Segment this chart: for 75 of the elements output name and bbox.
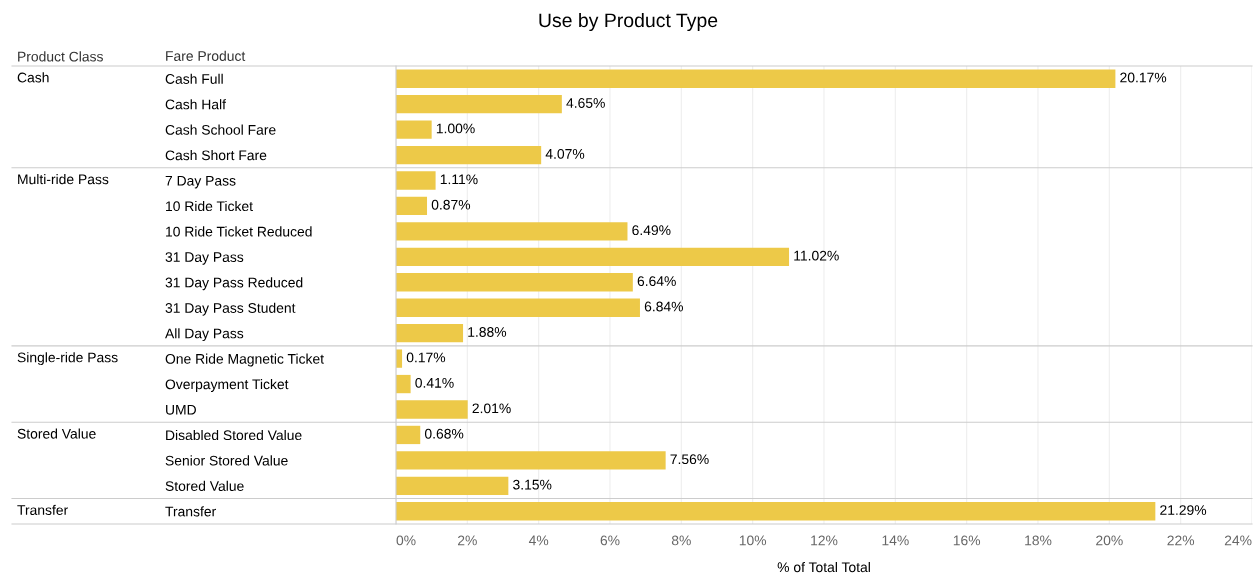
- x-tick-label: 22%: [1167, 535, 1195, 546]
- x-tick-label: 14%: [882, 535, 909, 546]
- data-label: 2.01%: [472, 403, 511, 414]
- data-label: 0.68%: [424, 428, 464, 439]
- y2-tick-label: Stored Value: [17, 428, 96, 439]
- y-tick-label: 31 Day Pass: [165, 252, 244, 265]
- bar: [396, 222, 628, 241]
- data-label: 20.17%: [1120, 72, 1167, 83]
- x-tick-label: 18%: [1025, 535, 1052, 546]
- x-tick-label: 24%: [1224, 535, 1252, 546]
- y-tick-label: 10 Ride Ticket Reduced: [166, 226, 312, 237]
- bar: [396, 502, 1156, 521]
- data-label: 0.17%: [406, 352, 446, 363]
- bar: [396, 476, 509, 495]
- bar: [396, 120, 432, 139]
- x-tick-label: 16%: [953, 535, 981, 546]
- y-tick-label: Cash Short Fare: [165, 150, 267, 161]
- data-label: 6.64%: [637, 276, 676, 287]
- x-tick-label: 20%: [1096, 535, 1123, 546]
- bar: [396, 196, 428, 216]
- data-label: 0.41%: [415, 377, 454, 388]
- x-tick-label: 2%: [458, 535, 477, 546]
- data-label: 6.84%: [644, 301, 684, 312]
- y-tick-label: 31 Day Pass Student: [165, 302, 296, 316]
- bar: [396, 95, 562, 114]
- y-tick-label: Stored Value: [165, 480, 244, 491]
- data-label: 0.87%: [431, 199, 471, 210]
- y2-tick-label: Cash: [17, 72, 49, 83]
- bar: [396, 324, 464, 343]
- x-tick-label: 6%: [600, 535, 620, 546]
- x-axis-title: % of Total Total: [777, 561, 870, 573]
- data-label: 4.65%: [566, 98, 605, 108]
- chart-title: Use by Product Type: [539, 12, 718, 32]
- y-tick-label: Overpayment Ticket: [165, 379, 289, 392]
- x-tick-label: 8%: [671, 535, 691, 546]
- bar: [396, 171, 436, 190]
- data-label: 3.15%: [513, 479, 552, 490]
- text: Product Class: [18, 51, 103, 62]
- data-label: 1.11%: [440, 174, 478, 185]
- bar: [396, 451, 666, 470]
- data-label: 7.56%: [670, 454, 709, 465]
- bar: [396, 400, 468, 419]
- y2-tick-label: Multi-ride Pass: [18, 174, 109, 185]
- x-tick-label: 10%: [739, 535, 767, 546]
- y-tick-label: One Ride Magnetic Ticket: [165, 353, 324, 367]
- y-tick-label: 31 Day Pass Reduced: [165, 277, 303, 291]
- y-tick-label: Cash School Fare: [165, 124, 276, 135]
- y-tick-label: Disabled Stored Value: [166, 429, 302, 441]
- x-tick-label: 4%: [528, 535, 549, 546]
- data-label: 1.88%: [468, 327, 507, 337]
- bar: [396, 425, 421, 445]
- y-tick-label: 7 Day Pass: [165, 175, 236, 189]
- bar: [396, 273, 633, 292]
- bar: [396, 69, 1116, 88]
- x-tick-label: 0%: [396, 535, 416, 546]
- y-tick-label: Transfer: [165, 506, 216, 517]
- bar: [396, 247, 790, 266]
- data-label: 6.49%: [632, 225, 671, 236]
- x-tick-label: 12%: [811, 535, 838, 546]
- bar: [396, 145, 542, 165]
- data-label: 1.00%: [436, 123, 475, 134]
- data-label: 21.29%: [1160, 505, 1207, 516]
- data-label: 11.02%: [794, 250, 839, 261]
- bar: [396, 298, 640, 317]
- data-label: 4.07%: [545, 148, 585, 159]
- y-axis-title: Fare Product: [166, 50, 246, 61]
- y-tick-label: UMD: [166, 404, 196, 415]
- y-tick-label: Cash Half: [165, 99, 226, 110]
- y-tick-label: 10 Ride Ticket: [166, 200, 253, 212]
- y-tick-label: Cash Full: [165, 73, 223, 84]
- y2-tick-label: Transfer: [17, 504, 68, 516]
- bar: [396, 374, 411, 394]
- y2-tick-label: Single-ride Pass: [17, 352, 118, 366]
- y-tick-label: Senior Stored Value: [165, 455, 288, 466]
- y-tick-label: All Day Pass: [165, 328, 244, 342]
